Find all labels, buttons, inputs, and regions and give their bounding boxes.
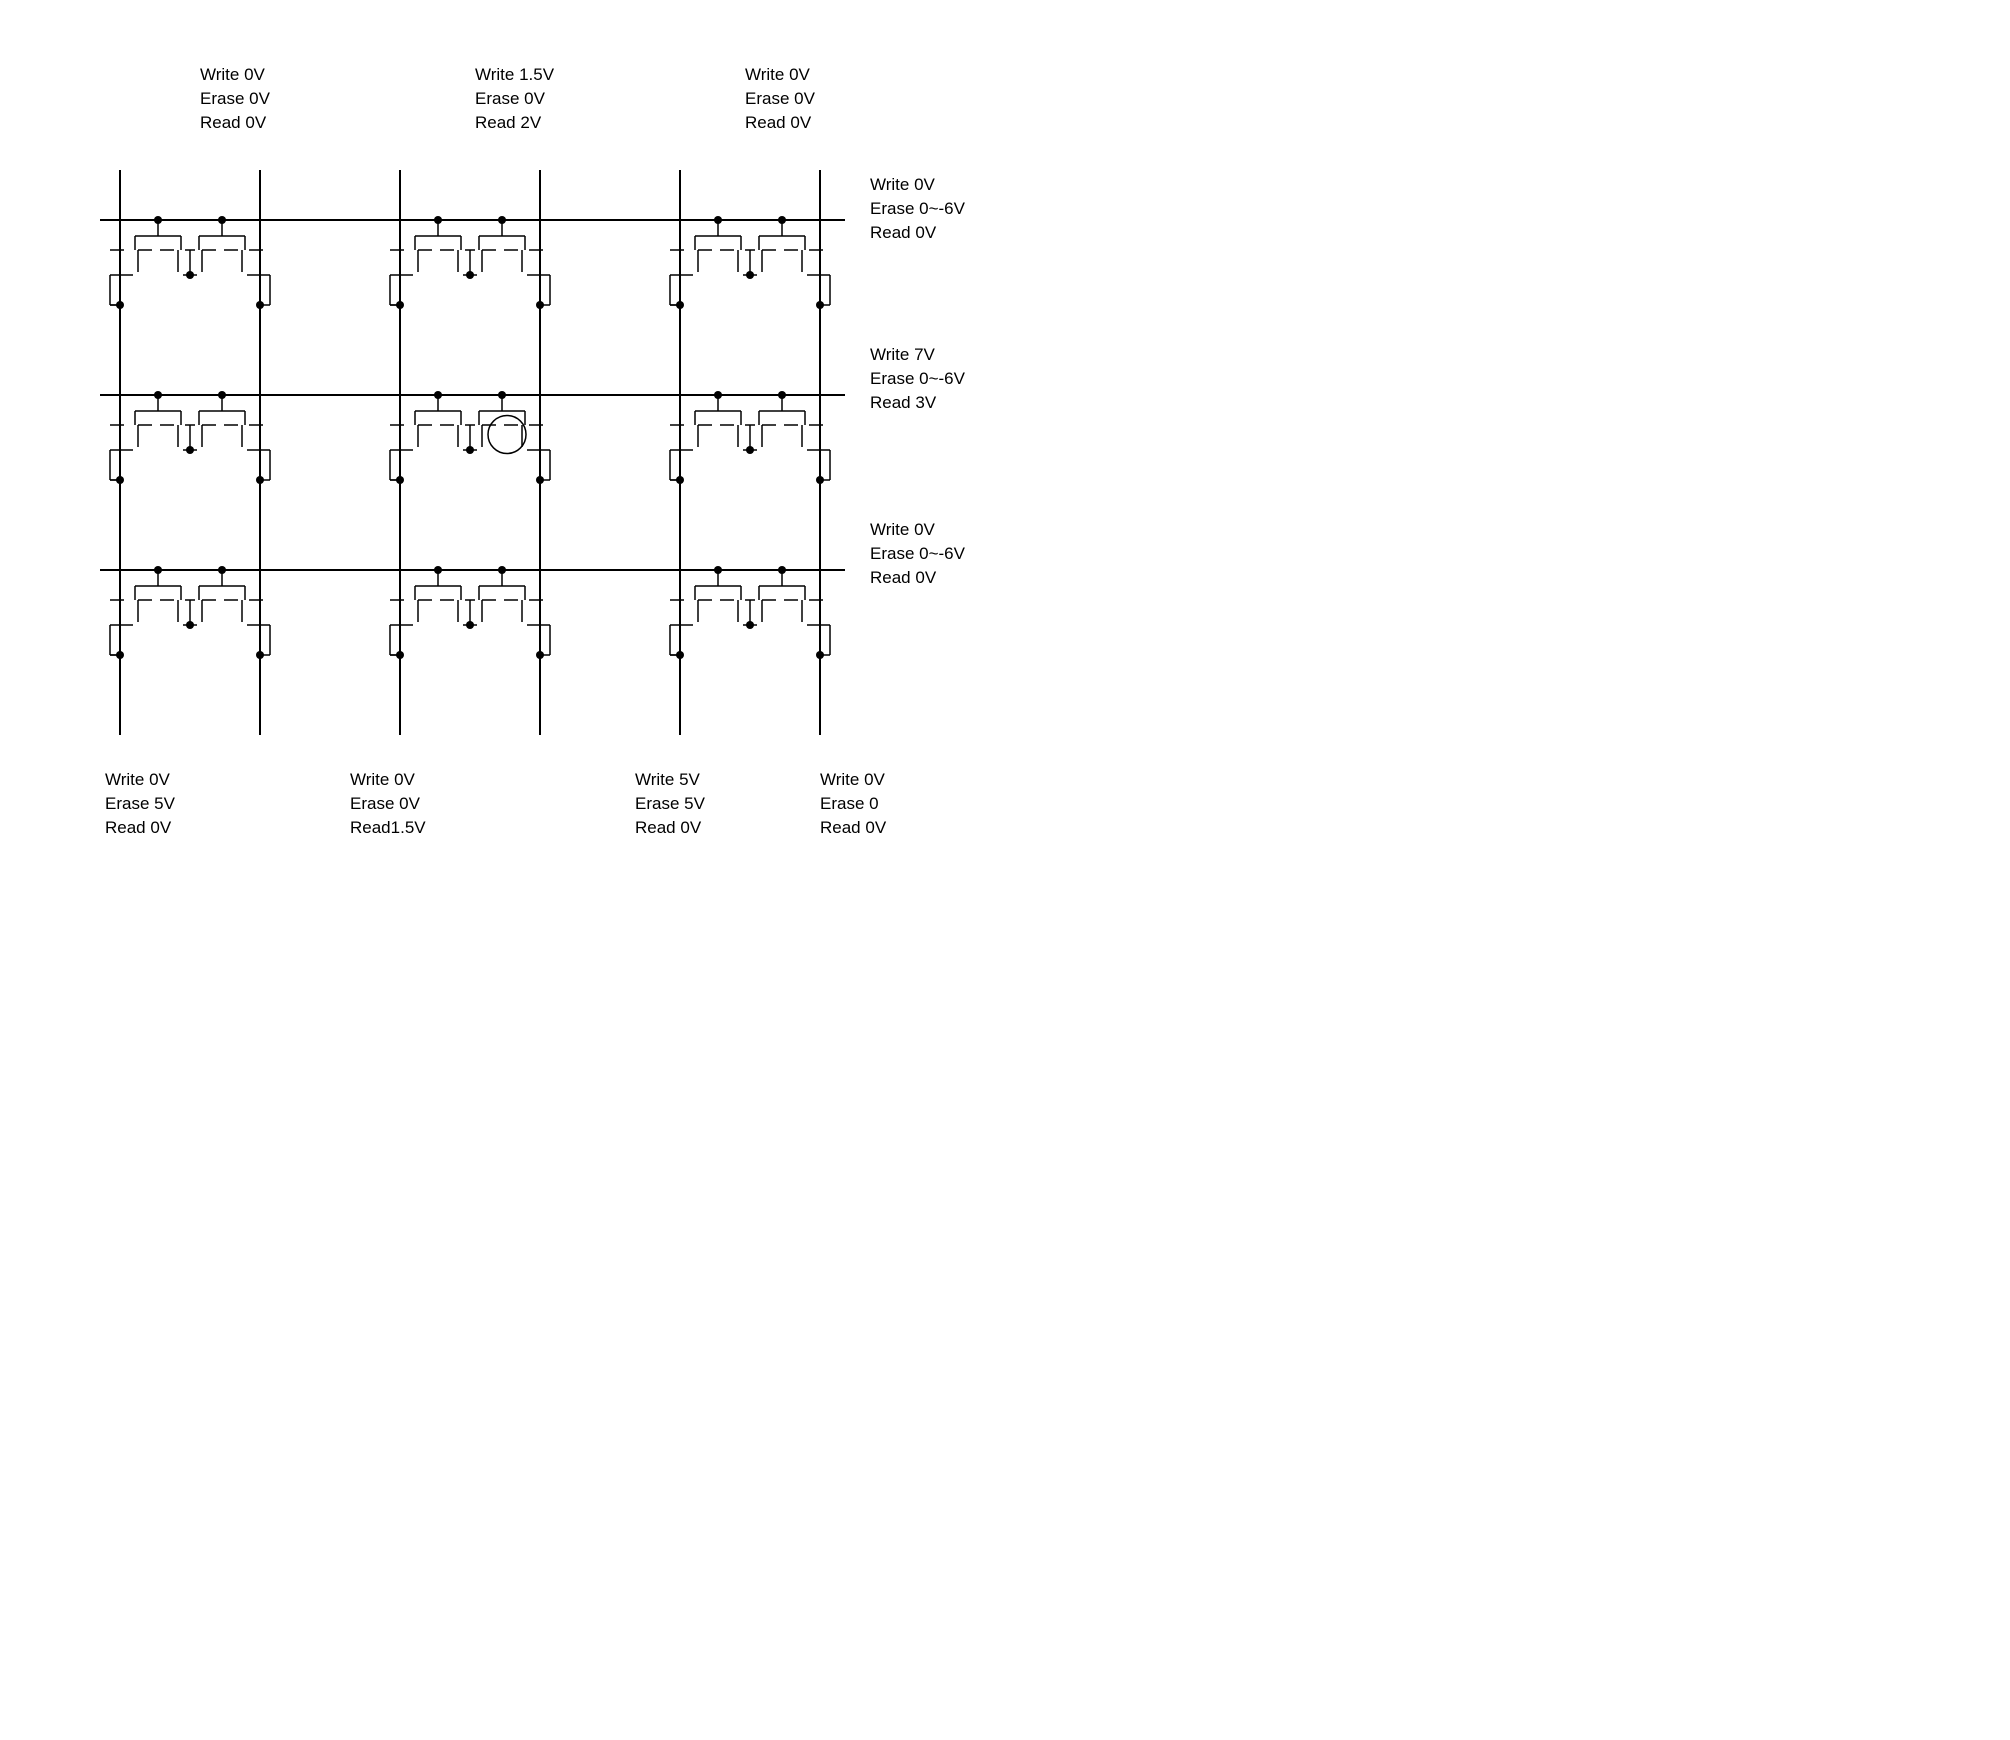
right-row-0-write: Write 0V <box>870 175 936 194</box>
right-row-0-erase: Erase 0~-6V <box>870 199 966 218</box>
bottom-2-read: Read 0V <box>635 818 702 837</box>
right-row-2-erase: Erase 0~-6V <box>870 544 966 563</box>
top-col-1-write: Write 1.5V <box>475 65 555 84</box>
bottom-1-erase: Erase 0V <box>350 794 421 813</box>
bottom-3-read: Read 0V <box>820 818 887 837</box>
right-row-0-read: Read 0V <box>870 223 937 242</box>
top-col-0-write: Write 0V <box>200 65 266 84</box>
top-col-2-write: Write 0V <box>745 65 811 84</box>
right-row-2-read: Read 0V <box>870 568 937 587</box>
bottom-0-erase: Erase 5V <box>105 794 176 813</box>
right-row-1-erase: Erase 0~-6V <box>870 369 966 388</box>
top-col-1-erase: Erase 0V <box>475 89 546 108</box>
right-row-1-read: Read 3V <box>870 393 937 412</box>
bottom-0-write: Write 0V <box>105 770 171 789</box>
bottom-2-write: Write 5V <box>635 770 701 789</box>
bottom-0-read: Read 0V <box>105 818 172 837</box>
top-col-1-read: Read 2V <box>475 113 542 132</box>
top-col-2-read: Read 0V <box>745 113 812 132</box>
right-row-1-write: Write 7V <box>870 345 936 364</box>
top-col-0-erase: Erase 0V <box>200 89 271 108</box>
bottom-1-read: Read1.5V <box>350 818 426 837</box>
top-col-2-erase: Erase 0V <box>745 89 816 108</box>
bottom-1-write: Write 0V <box>350 770 416 789</box>
top-col-0-read: Read 0V <box>200 113 267 132</box>
memory-array-schematic: Write 0V Erase 0V Read 0V Write 1.5V Erase 0… <box>40 40 1045 910</box>
bottom-3-write: Write 0V <box>820 770 886 789</box>
right-row-2-write: Write 0V <box>870 520 936 539</box>
bottom-2-erase: Erase 5V <box>635 794 706 813</box>
bottom-3-erase: Erase 0 <box>820 794 879 813</box>
